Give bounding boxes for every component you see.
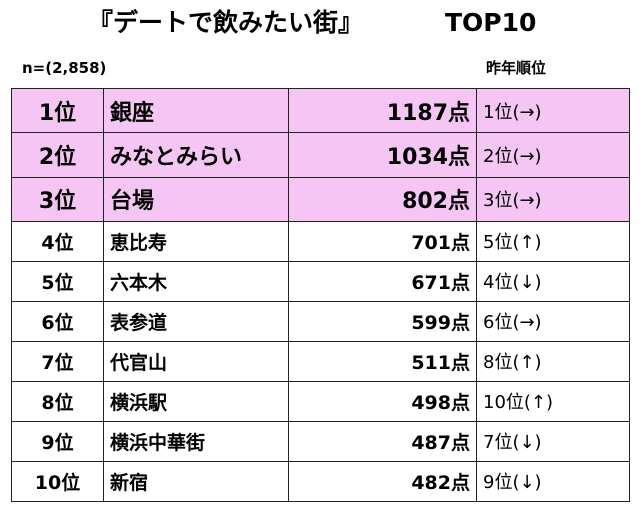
previous-rank-cell: 10位(↑) [476, 380, 630, 422]
town-name-cell: 新宿 [103, 460, 289, 503]
points-cell: 1034点 [288, 132, 477, 178]
town-name-cell: 六本木 [103, 260, 289, 302]
rank-cell: 3位 [11, 176, 104, 222]
previous-rank-cell: 8位(↑) [476, 340, 630, 382]
previous-rank-cell: 5位(↑) [476, 220, 630, 262]
town-name-cell: 恵比寿 [103, 220, 289, 262]
table-row: 6位 表参道 599点 6位(→) [11, 300, 630, 342]
points-cell: 802点 [288, 176, 477, 222]
rank-cell: 6位 [11, 300, 104, 342]
table-row: 8位 横浜駅 498点 10位(↑) [11, 380, 630, 422]
previous-rank-cell: 7位(↓) [476, 420, 630, 462]
points-cell: 482点 [288, 460, 477, 503]
rank-cell: 1位 [11, 87, 104, 134]
previous-rank-cell: 6位(→) [476, 300, 630, 342]
title-text: 『デートで飲みたい街』 [88, 8, 364, 37]
points-cell: 701点 [288, 220, 477, 262]
page-title: 『デートで飲みたい街』 TOP10 [0, 6, 640, 40]
points-cell: 498点 [288, 380, 477, 422]
points-cell: 599点 [288, 300, 477, 342]
table-row: 3位 台場 802点 3位(→) [11, 176, 630, 222]
table-row: 1位 銀座 1187点 1位(→) [11, 87, 630, 134]
table-row: 5位 六本木 671点 4位(↓) [11, 260, 630, 302]
town-name-cell: 横浜中華街 [103, 420, 289, 462]
town-name-cell: 横浜駅 [103, 380, 289, 422]
town-name-cell: 表参道 [103, 300, 289, 342]
rank-cell: 8位 [11, 380, 104, 422]
rank-cell: 9位 [11, 420, 104, 462]
previous-rank-cell: 2位(→) [476, 132, 630, 178]
previous-rank-header: 昨年順位 [486, 59, 547, 77]
table-row: 2位 みなとみらい 1034点 2位(→) [11, 132, 630, 178]
ranking-table: 1位 銀座 1187点 1位(→) 2位 みなとみらい 1034点 2位(→) … [11, 87, 630, 503]
table-row: 9位 横浜中華街 487点 7位(↓) [11, 420, 630, 462]
previous-rank-cell: 9位(↓) [476, 460, 630, 503]
rank-cell: 5位 [11, 260, 104, 302]
previous-rank-cell: 3位(→) [476, 176, 630, 222]
rank-cell: 10位 [11, 460, 104, 503]
points-cell: 1187点 [288, 87, 477, 134]
table-row: 10位 新宿 482点 9位(↓) [11, 460, 630, 503]
rank-cell: 4位 [11, 220, 104, 262]
town-name-cell: 代官山 [103, 340, 289, 382]
town-name-cell: 台場 [103, 176, 289, 222]
top10-label: TOP10 [445, 8, 537, 37]
previous-rank-cell: 1位(→) [476, 87, 630, 134]
points-cell: 487点 [288, 420, 477, 462]
points-cell: 511点 [288, 340, 477, 382]
previous-rank-cell: 4位(↓) [476, 260, 630, 302]
rank-cell: 2位 [11, 132, 104, 178]
town-name-cell: みなとみらい [103, 132, 289, 178]
sample-size: n=(2,858) [22, 59, 107, 77]
town-name-cell: 銀座 [103, 87, 289, 134]
rank-cell: 7位 [11, 340, 104, 382]
points-cell: 671点 [288, 260, 477, 302]
table-row: 7位 代官山 511点 8位(↑) [11, 340, 630, 382]
table-row: 4位 恵比寿 701点 5位(↑) [11, 220, 630, 262]
